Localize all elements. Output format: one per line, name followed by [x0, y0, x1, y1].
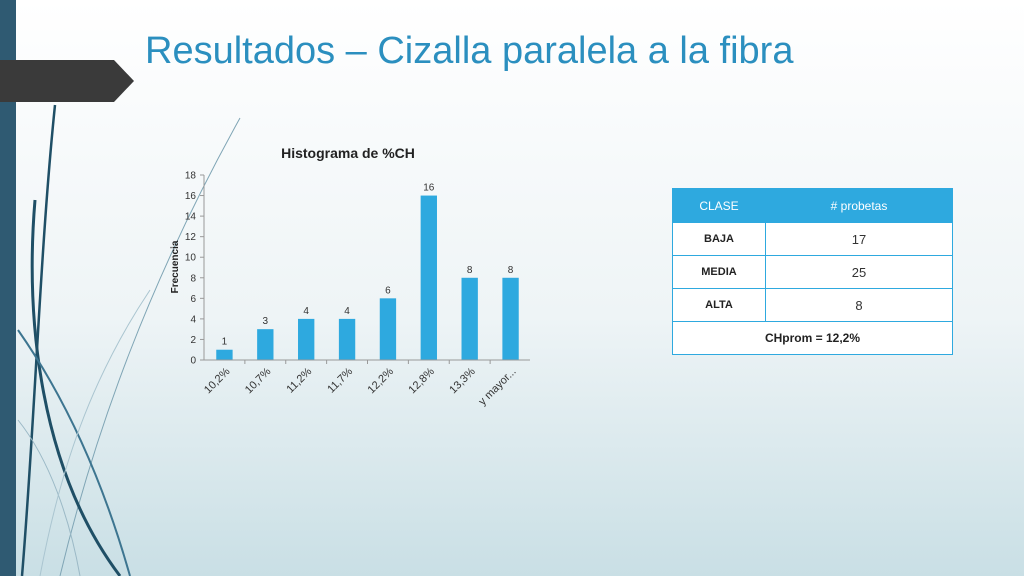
x-tick-label: 12,2% — [366, 365, 397, 396]
histogram-bar — [298, 318, 315, 360]
histogram-bar — [420, 195, 437, 360]
bars-group: 1 3 4 4 6 16 8 8 — [216, 183, 519, 360]
y-tick-label: 10 — [185, 253, 197, 264]
table-row: ALTA 8 — [672, 288, 953, 322]
histogram-bar — [502, 277, 519, 360]
title-tab-arrow — [0, 60, 134, 102]
bar-data-label: 6 — [385, 285, 391, 296]
y-tick-label: 16 — [185, 191, 197, 202]
x-axis: 10,2% 10,7% 11,2% 11,7% 12,2% 12,8% 13,3%y may… — [202, 359, 530, 408]
y-axis-label: Frecuencia — [170, 240, 181, 293]
bar-data-label: 4 — [344, 306, 350, 317]
y-tick-label: 18 — [185, 171, 197, 182]
row-count: 8 — [765, 288, 953, 322]
table-row: MEDIA 25 — [672, 255, 953, 289]
y-tick-label: 4 — [190, 314, 196, 325]
bar-data-label: 8 — [467, 265, 473, 276]
x-tick-label: 11,7% — [325, 365, 355, 395]
histogram-bar — [379, 298, 397, 360]
histogram-bar — [338, 318, 356, 360]
y-tick-label: 0 — [190, 356, 196, 367]
row-clase: BAJA — [672, 222, 766, 256]
histogram-bar — [257, 329, 274, 360]
left-accent-bar — [0, 0, 16, 576]
histogram-bar — [461, 277, 478, 360]
y-tick-label: 2 — [190, 335, 196, 346]
y-tick-label: 8 — [190, 273, 196, 284]
row-count: 25 — [765, 255, 953, 289]
row-clase: MEDIA — [672, 255, 766, 289]
class-summary-table: CLASE # probetas BAJA 17 MEDIA 25 ALTA 8… — [672, 188, 953, 355]
y-tick-label: 14 — [185, 212, 197, 223]
header-clase: CLASE — [672, 188, 766, 223]
chart-title: Histograma de %CH — [281, 145, 415, 161]
average-footer: CHprom = 12,2% — [672, 321, 953, 355]
bar-data-label: 1 — [222, 337, 228, 348]
row-count: 17 — [765, 222, 953, 256]
slide-title: Resultados – Cizalla paralela a la fibra — [145, 30, 794, 72]
x-tick-label: 12,8% — [406, 365, 437, 396]
bar-data-label: 3 — [263, 316, 269, 327]
bar-data-label: 8 — [508, 265, 514, 276]
y-tick-label: 6 — [190, 294, 196, 305]
y-axis: 0 2 4 6 8 10 12 14 16 18 — [185, 171, 205, 367]
x-tick-label: 11,2% — [284, 365, 314, 395]
x-tick-label: y mayor... — [476, 366, 518, 408]
table-row: BAJA 17 — [672, 222, 953, 256]
row-clase: ALTA — [672, 288, 766, 322]
x-tick-label: 13,3% — [447, 365, 478, 396]
y-tick-label: 12 — [185, 232, 197, 243]
header-probetas: # probetas — [765, 188, 953, 223]
x-tick-label: 10,7% — [243, 365, 274, 396]
table-footer-row: CHprom = 12,2% — [672, 321, 953, 355]
x-tick-label: 10,2% — [202, 365, 233, 396]
histogram-chart: Histograma de %CH Frecuencia 02468101214… — [170, 145, 530, 408]
decorative-curves — [17, 104, 241, 576]
table-header-row: CLASE # probetas — [672, 188, 953, 223]
bar-data-label: 4 — [303, 306, 309, 317]
histogram-bar — [216, 349, 233, 360]
bar-data-label: 16 — [423, 183, 435, 194]
